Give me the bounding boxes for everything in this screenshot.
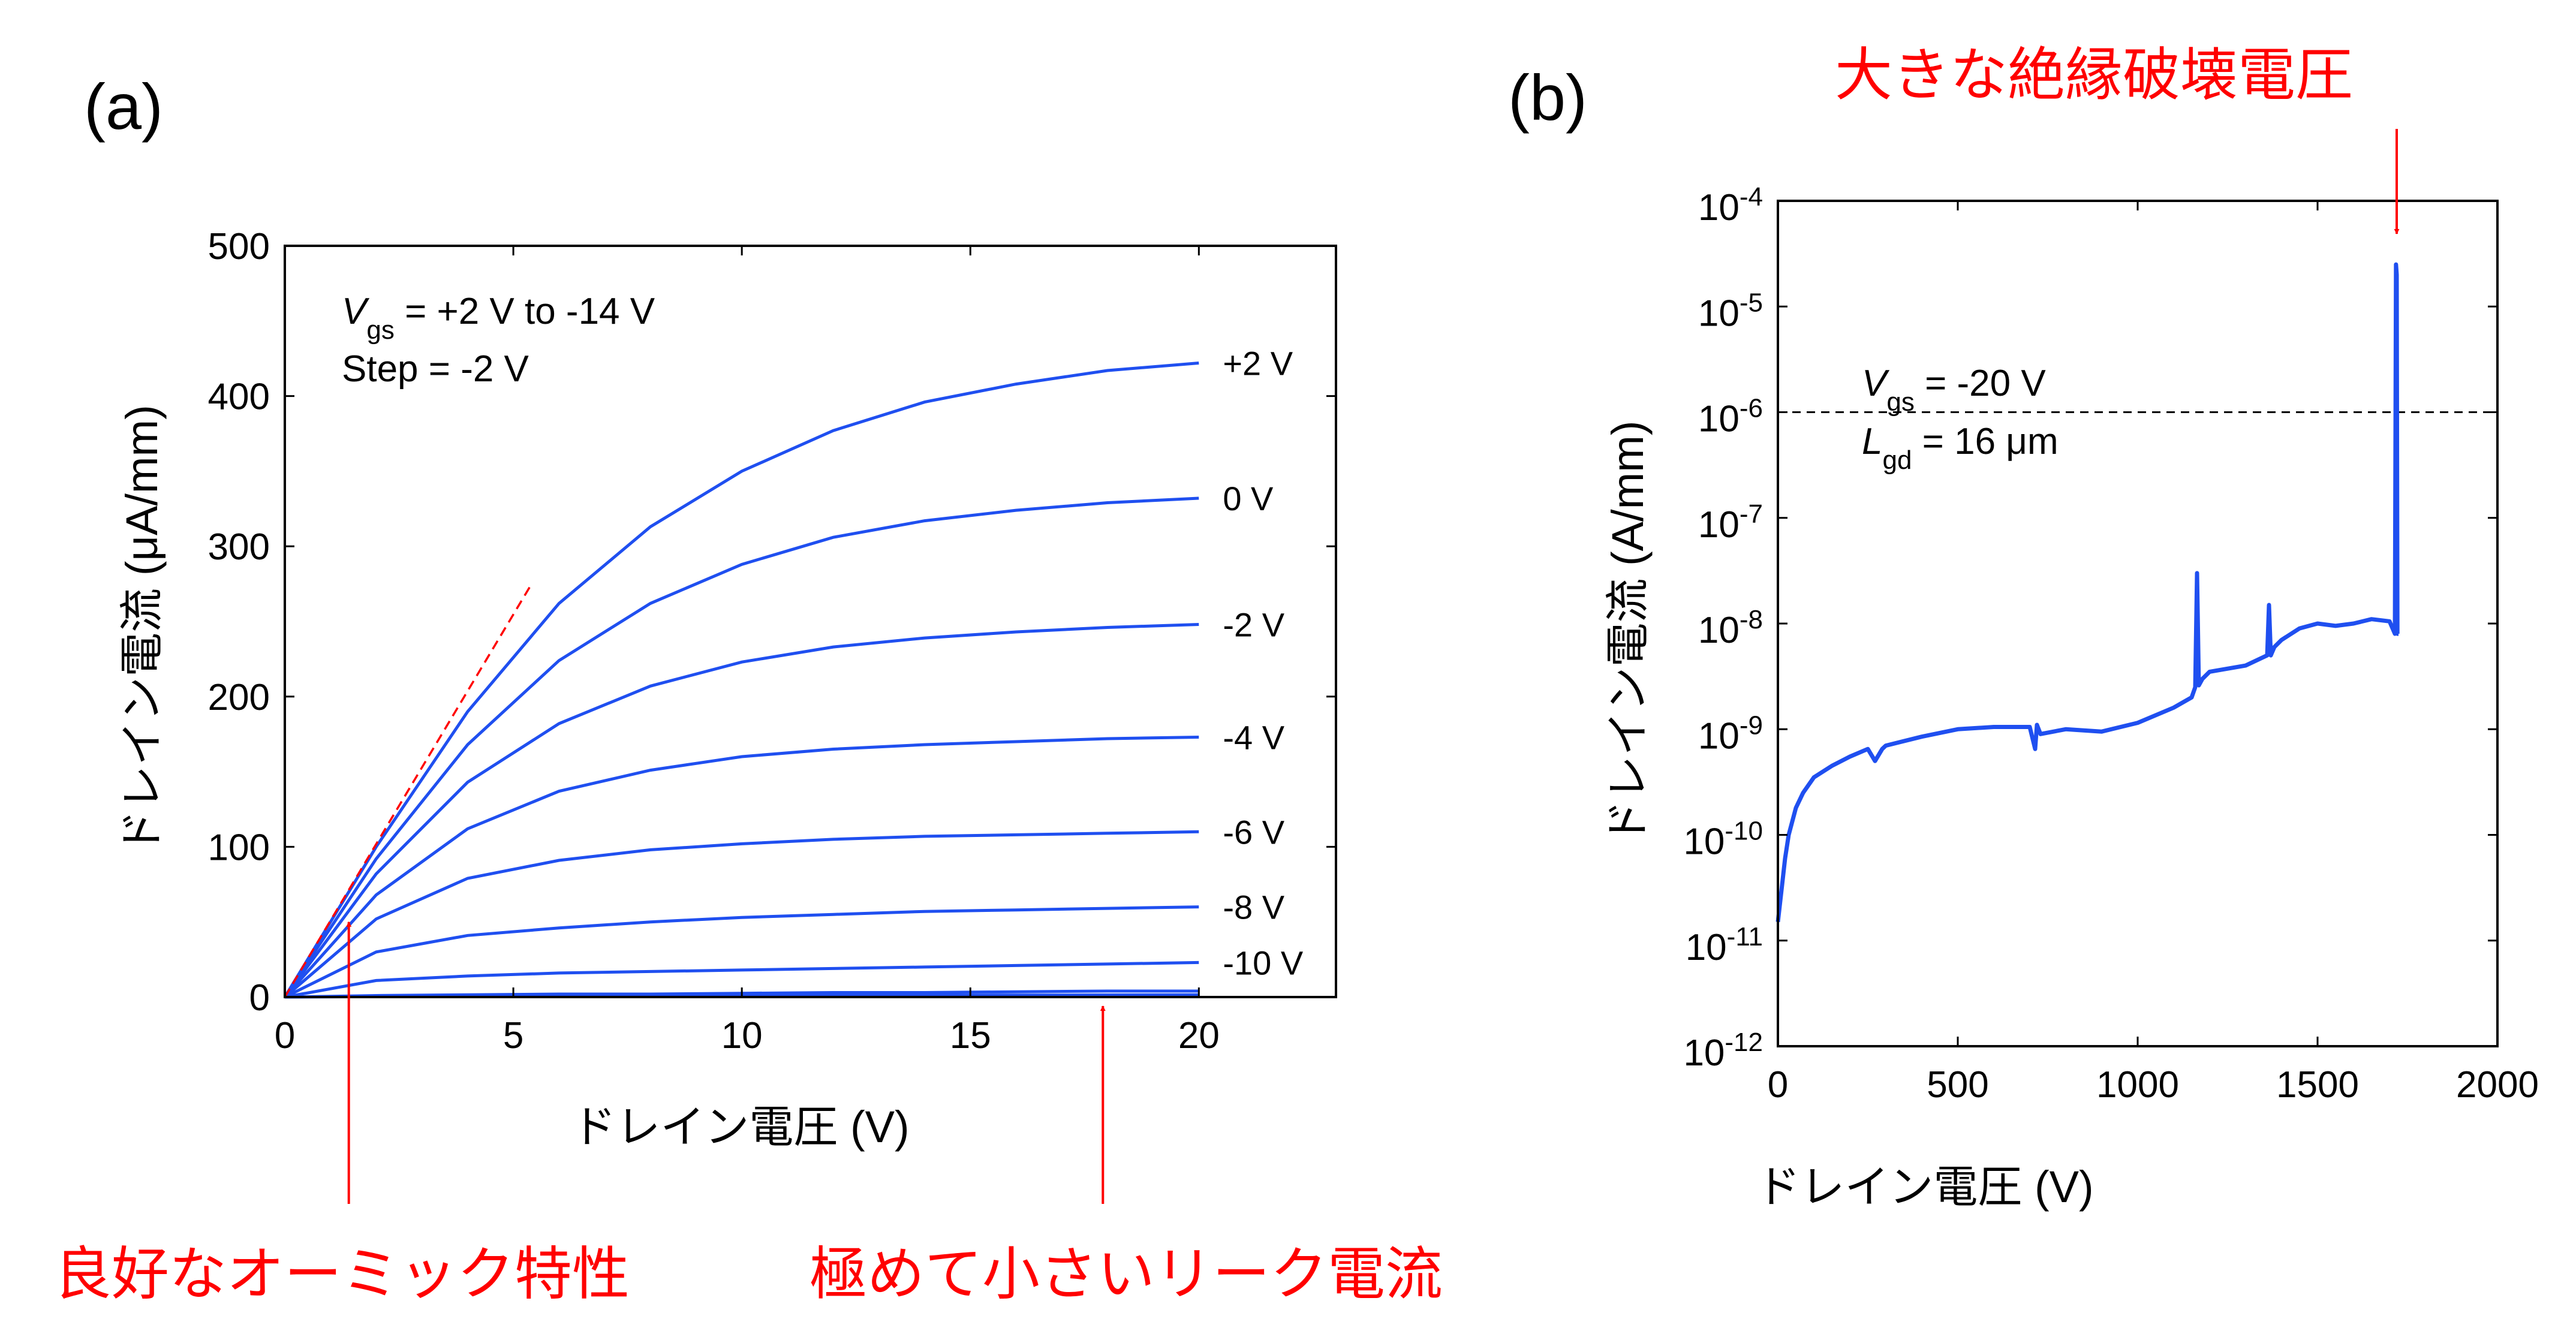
chart-a-series-label: -6 V <box>1223 813 1284 851</box>
chart-a-y-tick-label: 500 <box>208 226 270 267</box>
chart-a-series-label: +2 V <box>1223 344 1293 382</box>
chart-b-note-line: Lgd = 16 μm <box>1862 421 2059 475</box>
chart-a-x-tick-label: 10 <box>721 1015 763 1056</box>
chart-a-series-line <box>283 496 1199 998</box>
chart-a-curves <box>283 362 1199 999</box>
chart-b-x-tick-label: 2000 <box>2456 1064 2539 1106</box>
chart-a-frame <box>284 245 1337 998</box>
chart-a-note-line: Vgs = +2 V to -14 V <box>342 291 655 345</box>
chart-b-note-line: Vgs = -20 V <box>1862 363 2046 417</box>
chart-a-series-label: 0 V <box>1223 480 1274 517</box>
chart-a-series-label: -8 V <box>1223 889 1284 926</box>
chart-b-y-tick-label: 10-11 <box>1686 922 1763 968</box>
chart-b-x-axis-label: ドレイン電圧 (V) <box>1756 1162 2093 1212</box>
chart-a-x-axis-label: ドレイン電圧 (V) <box>571 1102 909 1152</box>
chart-b-y-tick-label: 10-4 <box>1698 182 1763 229</box>
chart-a-y-axis-label: ドレイン電流 (μA/mm) <box>117 405 167 854</box>
chart-b-y-tick-label: 10-6 <box>1698 393 1763 440</box>
chart-a-curve-labels: +2 V 0 V -2 V -4 V -6 V -8 V -10 V <box>1223 344 1303 981</box>
chart-a-y-tick-label: 0 <box>249 977 270 1019</box>
chart-b-y-tick-label: 10-7 <box>1698 499 1763 546</box>
ohmic-annotation: 良好なオーミック特性 <box>54 1242 630 1306</box>
chart-b-y-tick-label: 10-9 <box>1698 710 1763 757</box>
chart-a-series-line <box>284 736 1199 998</box>
chart-b: 0 500 1000 1500 2000 10-4 10-5 10-6 10-7 10-8 10-9… <box>1603 182 2539 1212</box>
chart-b-y-tick-label: 10-8 <box>1698 605 1763 652</box>
chart-a-series-label: -2 V <box>1223 606 1284 644</box>
chart-a-x-tick-label: 5 <box>503 1015 523 1056</box>
chart-a-series-line <box>284 960 1199 999</box>
chart-b-x-tick-label: 1500 <box>2276 1064 2359 1106</box>
chart-b-x-tick-label: 500 <box>1927 1064 1988 1106</box>
chart-a-ohmic-reference <box>284 583 533 998</box>
chart-b-x-tick-label: 1000 <box>2096 1064 2179 1106</box>
chart-a-x-tick-label: 0 <box>275 1015 295 1056</box>
chart-a-y-tick-label: 300 <box>208 526 270 568</box>
chart-a-series-line <box>284 830 1199 998</box>
panel-a-label: (a) <box>84 70 163 143</box>
chart-a-y-tick-label: 100 <box>208 827 270 868</box>
chart-b-ticks: 0 500 1000 1500 2000 10-4 10-5 10-6 10-7 10-8 10-9… <box>1683 182 2539 1106</box>
chart-a-note-line: Step = -2 V <box>342 348 529 390</box>
leakage-annotation: 極めて小さいリーク電流 <box>809 1242 1443 1306</box>
chart-b-y-tick-label: 10-12 <box>1683 1028 1763 1074</box>
chart-a-y-tick-label: 200 <box>208 677 270 718</box>
chart-a-series-line <box>284 905 1199 999</box>
chart-a-series-line <box>283 623 1199 998</box>
annotations <box>346 129 2400 1204</box>
chart-b-y-tick-label: 10-10 <box>1683 816 1763 863</box>
chart-a-series-label: -10 V <box>1223 944 1303 981</box>
chart-a-series-label: -4 V <box>1223 718 1284 756</box>
breakdown-annotation: 大きな絶縁破壊電圧 <box>1835 43 2353 107</box>
chart-a-ohmic-reference-line <box>284 583 533 998</box>
chart-a-y-tick-label: 400 <box>208 377 270 418</box>
chart-b-series-line <box>1775 262 2400 923</box>
chart-a-x-tick-label: 20 <box>1178 1015 1220 1056</box>
chart-a-series-line <box>283 362 1199 998</box>
chart-b-x-tick-label: 0 <box>1768 1064 1788 1106</box>
panel-b-label: (b) <box>1508 61 1587 134</box>
chart-b-y-axis-label: ドレイン電流 (A/mm) <box>1603 420 1653 844</box>
chart-a-x-tick-label: 15 <box>950 1015 991 1056</box>
chart-b-curves <box>1775 262 2400 923</box>
chart-b-y-tick-label: 10-5 <box>1698 288 1763 335</box>
